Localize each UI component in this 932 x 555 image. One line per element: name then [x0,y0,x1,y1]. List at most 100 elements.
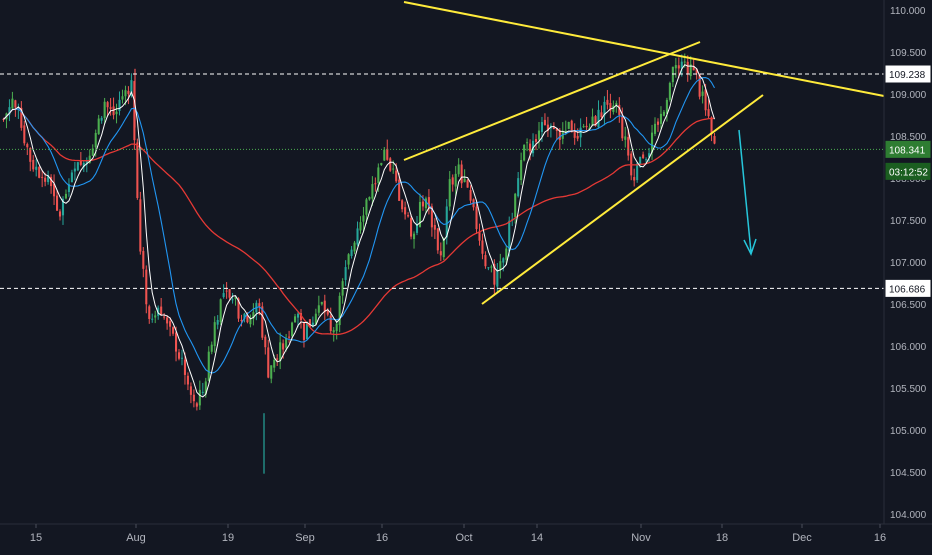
price-tick-label: 108.500 [890,132,927,143]
candle-body [35,166,38,170]
time-tick-label: 19 [222,532,234,544]
candle-body [192,394,195,402]
candle-body [38,166,41,178]
price-tag-label: 106.686 [889,284,926,295]
candle-body [564,130,567,132]
candle-body [353,242,356,252]
candle-body [677,65,680,69]
candle-body [106,102,109,108]
candle-body [627,137,630,156]
candle-body [502,258,505,263]
price-tick-label: 107.500 [890,216,927,227]
candle-body [371,184,374,199]
price-tick-label: 109.500 [890,48,927,59]
price-tick-label: 106.500 [890,300,927,311]
candle-body [246,315,249,323]
candle-body [636,163,639,181]
candle-body [299,313,303,321]
trendline[interactable] [481,94,764,305]
candle-body [163,316,166,318]
candle-body [659,113,663,124]
candle-body [585,125,588,128]
candle-body [82,162,85,168]
time-tick-label: Dec [792,532,812,544]
candle-body [436,228,439,251]
candle-body [448,179,451,207]
candle-body [26,144,29,148]
candle-body [154,315,157,318]
candle-body [8,107,11,115]
candle-body [273,359,276,368]
candle-body [172,327,175,334]
candle-body [582,126,585,128]
candle-body [579,127,582,138]
candle-body [225,290,228,292]
candle-body [139,199,142,252]
candle-body [410,218,413,237]
candle-body [689,64,692,77]
candle-body [195,403,198,407]
price-tick-label: 110.000 [890,6,926,17]
candle-body [258,303,261,307]
candle-body [61,198,65,216]
candle-body [151,318,154,320]
candle-body [213,322,216,347]
candle-body [267,347,270,378]
candle-body [293,316,297,323]
candle-body [704,89,707,111]
candle-body [555,128,558,132]
trendline[interactable] [403,41,701,161]
candle-body [517,178,520,197]
trendline[interactable] [403,1,885,97]
candle-body [350,249,353,257]
candle-body [127,90,130,95]
candle-body [490,266,493,268]
candle-body [389,158,392,171]
price-tag-box [885,140,931,158]
candle-body [279,342,282,362]
candle-body [421,201,425,207]
candle-body [145,269,148,305]
candle-body [44,177,47,182]
time-axis[interactable]: 15 Aug 19 Sep 16 Oct 14 Nov 18 Dec 16 [30,524,886,544]
candle-body [653,123,657,134]
candle-body [439,251,442,256]
candle-body [612,105,615,112]
candle-body [100,117,103,121]
price-tick-label: 107.000 [890,258,927,269]
candle-body [85,160,88,165]
candle-body [576,135,579,139]
candle-body [594,116,597,127]
candle-body [362,215,365,222]
candle-body [701,91,704,96]
candle-body [520,160,523,181]
candle-body [142,251,145,269]
fast-moving-average [3,64,715,398]
candle-body [442,238,445,258]
price-tag-box [885,279,931,297]
candle-body [656,121,660,125]
candle-body [47,175,50,183]
candle-body [14,100,17,108]
candle-body [133,81,136,141]
candle-body [70,172,73,183]
candle-body [136,142,139,198]
candle-body [121,96,124,100]
mid-moving-average [3,77,715,374]
candle-body [186,375,189,385]
candle-body [430,206,433,228]
candle-body [124,90,127,97]
down-arrow-line[interactable] [738,129,752,253]
candle-body [398,179,401,201]
candle-body [642,154,645,158]
candle-body [597,109,600,128]
candle-body [374,183,377,185]
candle-body [546,124,549,131]
candle-body [368,197,371,200]
candle-body [189,386,192,395]
candle-body [291,322,294,337]
candle-body [130,80,133,96]
candle-body [41,176,44,178]
